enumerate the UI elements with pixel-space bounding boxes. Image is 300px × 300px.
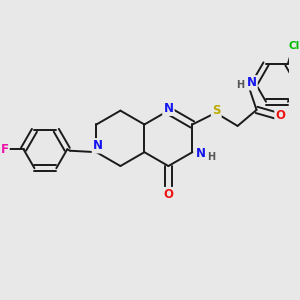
Text: O: O	[164, 188, 173, 201]
Text: H: H	[207, 152, 215, 162]
Text: N: N	[164, 102, 173, 115]
Text: H: H	[236, 80, 244, 89]
Text: N: N	[93, 139, 103, 152]
Text: Cl: Cl	[288, 41, 299, 51]
Text: F: F	[1, 143, 9, 156]
Text: S: S	[212, 104, 220, 117]
Text: O: O	[275, 109, 285, 122]
Text: N: N	[196, 147, 206, 160]
Text: N: N	[247, 76, 256, 89]
